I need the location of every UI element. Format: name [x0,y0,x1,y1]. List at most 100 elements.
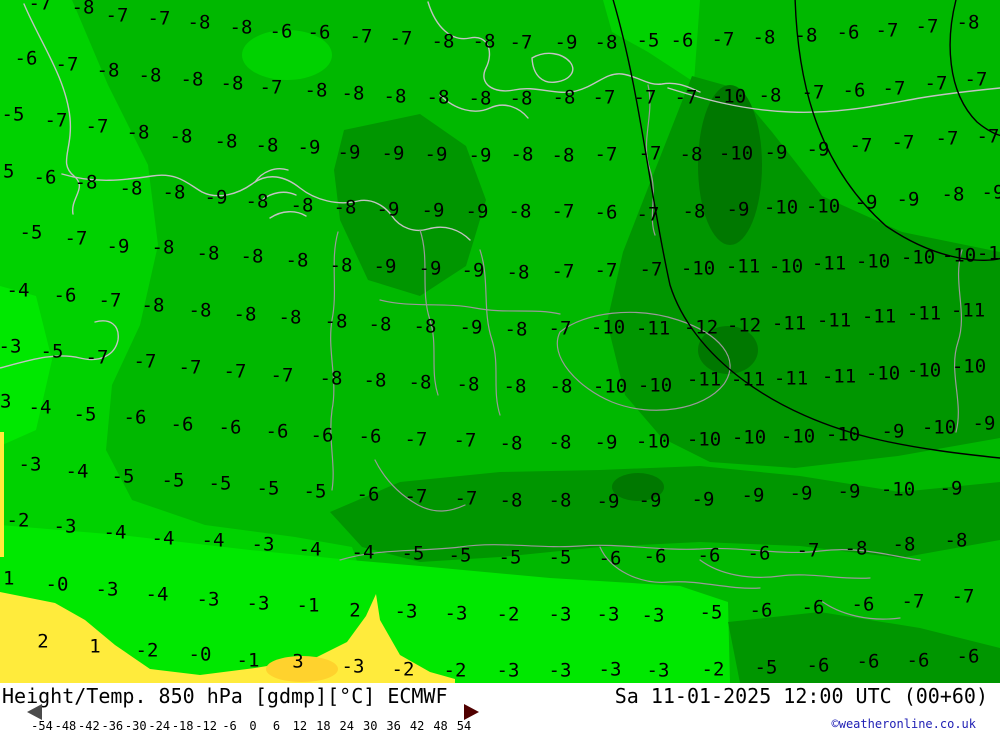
temp-label: -4 [351,541,375,564]
scale-tick-label: -6 [222,719,237,733]
scale-tick-label: -18 [171,719,194,733]
temp-label: -8 [548,431,572,454]
scale-arrow-left [27,704,42,720]
temp-label: -8 [71,0,95,19]
map-graphic [0,0,1000,683]
temp-label: -9 [691,488,715,511]
temp-label: -2 [496,603,520,626]
shade-dark-south-band [330,466,1000,562]
temp-label: 3 [292,650,304,673]
temp-label: -3 [548,659,572,682]
temp-label: -10 [880,478,916,501]
scale-tick-label: 36 [386,719,401,733]
temp-label: -11 [861,305,897,328]
temp-label: -8 [278,306,302,329]
temp-label: -7 [64,227,88,250]
temp-label: -6 [906,649,930,672]
temp-label: -7 [259,76,283,99]
temp-label: -8 [594,31,618,54]
temp-label: -12 [726,314,762,337]
temp-label: -2 [6,509,30,532]
temp-label: -10 [768,255,804,278]
temp-label: -5 [111,465,135,488]
temp-label: -8 [944,529,968,552]
temp-label: -4 [28,396,52,419]
temp-label: -7 [951,585,975,608]
temp-label: -7 [551,260,575,283]
temp-label: -3 [444,602,468,625]
temp-label: -6 [836,21,860,44]
temp-label: -8 [551,144,575,167]
temp-label: -8 [408,371,432,394]
temp-label: -4 [298,538,322,561]
temp-label: -6 [643,545,667,568]
temp-label: -10 [900,246,936,269]
temp-label: -9 [204,186,228,209]
temp-label: -8 [290,194,314,217]
temp-label: -7 [133,350,157,373]
temp-label: -9 [806,138,830,161]
temp-label: -6 [53,284,77,307]
temp-label: -7 [509,31,533,54]
temp-label: -8 [844,537,868,560]
scale-tick-label: 24 [339,719,354,733]
temp-label: -6 [801,596,825,619]
scale-tick-label: -24 [148,719,171,733]
temp-label: -8 [138,64,162,87]
run-datetime: Sa 11-01-2025 12:00 UTC (00+60) [614,684,988,708]
shade-dark-westcenter [334,114,486,296]
temp-label: -3 [641,604,665,627]
temp-label: -3 [0,335,22,358]
temp-label: -9 [594,431,618,454]
temp-label: -7 [636,203,660,226]
temp-label: -5 [548,546,572,569]
color-scale [27,704,479,720]
temp-label: -8 [233,303,257,326]
temp-label: -3 [496,659,520,682]
temp-label: -9 [896,188,920,211]
temp-label: -9 [418,257,442,280]
temp-label: -0 [188,643,212,666]
temp-label: -7 [55,53,79,76]
temp-label: -7 [404,485,428,508]
temp-label: -8 [503,375,527,398]
shade-bright-north [603,0,700,82]
temp-label: -5 [256,477,280,500]
temp-label: -8 [941,183,965,206]
temp-label: -6 [170,413,194,436]
temperature-shading [0,0,1000,683]
temp-label: -11 [725,255,761,278]
copyright-link[interactable]: ©weatheronline.co.uk [831,717,977,731]
scale-tick-label: 30 [362,719,378,733]
temp-label: -10 [718,142,754,165]
temp-label: -10 [805,195,841,218]
temp-label: -9 [789,482,813,505]
temp-label: -3 [246,592,270,615]
temp-label: -2 [701,658,725,681]
temp-label: -0 [45,573,69,596]
temp-label: -4 [6,279,30,302]
temp-label: -11 [811,252,847,275]
temp-label: -8 [187,11,211,34]
temp-label: -11 [686,368,722,391]
temp-label: -8 [119,177,143,200]
temp-label: -8 [383,85,407,108]
temp-label: -10 [592,375,628,398]
temp-label: -8 [552,86,576,109]
temp-label: -9 [468,144,492,167]
height-contour-lines [612,0,1000,459]
temp-label: -9 [421,199,445,222]
temp-label: -8 [229,16,253,39]
temp-label: -8 [74,171,98,194]
temp-label: -8 [456,373,480,396]
temp-label: -8 [752,26,776,49]
temp-label: -11 [906,302,942,325]
temp-label: -11 [950,299,986,322]
temp-label: -6 [218,416,242,439]
temp-label: -2 [443,659,467,682]
temp-label: -9 [376,198,400,221]
temp-label: -3 [53,515,77,538]
temp-label: -8 [679,143,703,166]
temp-label: -6 [842,79,866,102]
